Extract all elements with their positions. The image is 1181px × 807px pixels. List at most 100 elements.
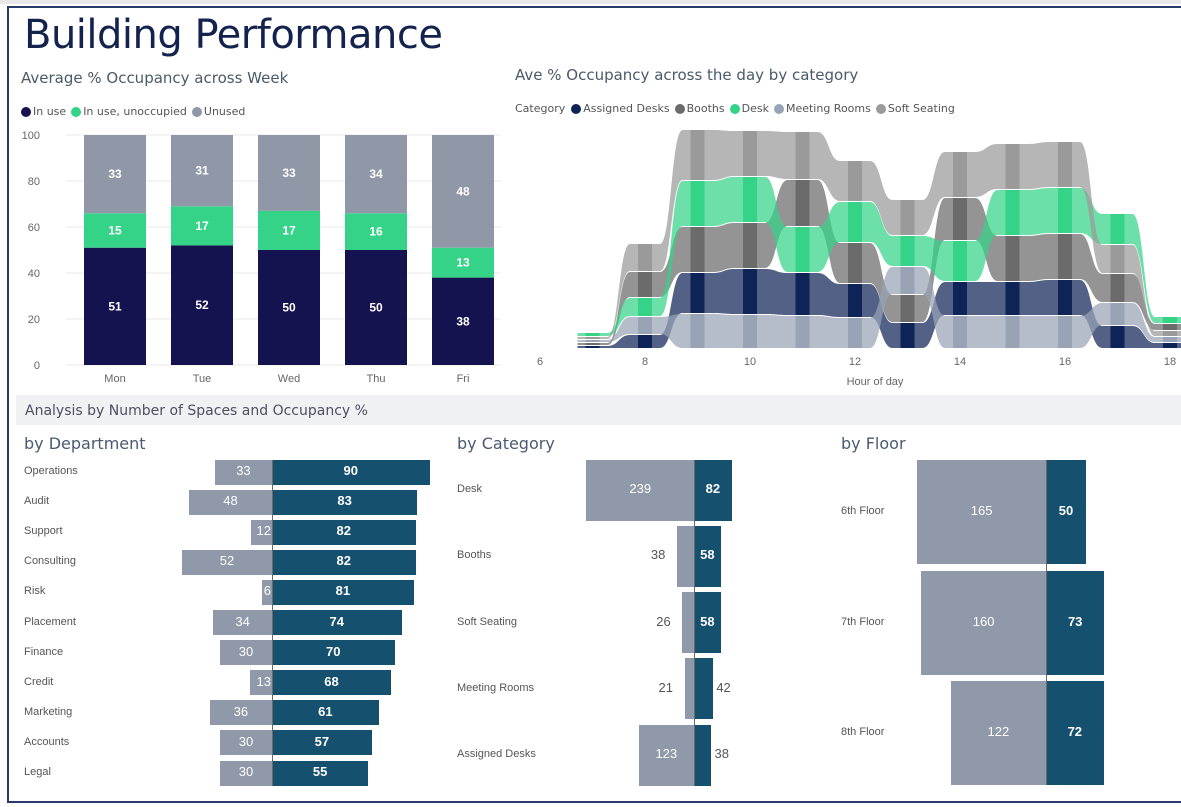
y-tick-label: 40 <box>28 268 40 280</box>
occupancy-bar[interactable] <box>694 459 732 521</box>
ribbon-desk <box>577 177 1181 336</box>
occupancy-bar[interactable] <box>694 724 712 786</box>
bar-segment <box>258 210 320 250</box>
occupancy-value: 74 <box>329 613 344 629</box>
axis-divider <box>272 459 273 786</box>
spaces-bar[interactable] <box>220 640 272 666</box>
occupancy-bar[interactable] <box>694 525 721 587</box>
ribbon-column <box>1110 303 1125 325</box>
ribbon-column <box>1058 234 1072 279</box>
occupancy-bar[interactable] <box>1046 681 1104 785</box>
row-label: Meeting Rooms <box>457 681 535 694</box>
spaces-bar[interactable] <box>188 489 272 515</box>
legend-item-desk[interactable]: Desk <box>729 102 769 115</box>
legend-title: Category <box>515 102 566 115</box>
row-label: Soft Seating <box>457 615 517 628</box>
occupancy-bar[interactable] <box>694 592 721 654</box>
spaces-bar[interactable] <box>220 730 272 756</box>
spaces-bar[interactable] <box>214 459 272 485</box>
spaces-bar[interactable] <box>213 610 272 635</box>
spaces-bar[interactable] <box>684 658 694 720</box>
spaces-value: 160 <box>972 613 995 629</box>
x-tick-label: Fri <box>457 373 470 385</box>
spaces-bar[interactable] <box>950 681 1046 785</box>
ribbon-column <box>1005 144 1020 189</box>
spaces-bar[interactable] <box>249 670 272 696</box>
data-label: 33 <box>282 166 296 180</box>
legend-dot-icon <box>875 103 886 114</box>
weekly-legend: In use In use, unoccupied Unused <box>21 105 250 118</box>
occupancy-bar[interactable] <box>272 579 414 605</box>
spaces-bar[interactable] <box>251 519 272 545</box>
row-label: Consulting <box>24 555 76 568</box>
occupancy-bar[interactable] <box>272 610 402 635</box>
row-label: Risk <box>24 585 46 598</box>
row-label: Finance <box>24 645 64 658</box>
occupancy-value: 38 <box>714 746 729 762</box>
spaces-value: 38 <box>650 547 666 563</box>
spaces-value: 48 <box>223 493 238 509</box>
legend-label: Assigned Desks <box>583 102 670 115</box>
legend-item-soft-seating[interactable]: Soft Seating <box>875 102 955 115</box>
ribbon-column <box>1005 316 1020 348</box>
ribbon-column <box>1110 274 1125 302</box>
occupancy-bar[interactable] <box>1046 460 1086 564</box>
legend-item-meeting-rooms[interactable]: Meeting Rooms <box>773 102 871 115</box>
row-label: Assigned Desks <box>457 748 536 761</box>
spaces-value: 30 <box>238 764 254 779</box>
ribbon-column <box>848 243 862 283</box>
spaces-bar[interactable] <box>638 724 694 786</box>
spaces-bar[interactable] <box>261 579 272 605</box>
row-label: Desk <box>457 483 483 495</box>
occupancy-bar[interactable] <box>694 658 714 720</box>
occupancy-bar[interactable] <box>272 489 418 515</box>
weekly-chart-title: Average % Occupancy across Week <box>21 69 289 87</box>
legend-item-in-use[interactable]: In use <box>21 105 66 118</box>
ribbon-column <box>953 282 967 315</box>
occupancy-bar[interactable] <box>272 640 395 666</box>
ribbons <box>577 130 1181 348</box>
occupancy-value: 72 <box>1067 724 1083 739</box>
legend-item-booths[interactable]: Booths <box>674 102 725 115</box>
spaces-value: 165 <box>970 503 993 518</box>
occupancy-bar[interactable] <box>272 700 379 726</box>
ribbon-column <box>743 269 757 314</box>
x-tick-label: Tue <box>193 373 212 385</box>
legend-label: Booths <box>686 102 725 115</box>
occupancy-bar[interactable] <box>272 519 416 545</box>
bar-segment <box>432 135 494 248</box>
spaces-bar[interactable] <box>182 549 272 575</box>
spaces-bar[interactable] <box>220 760 272 786</box>
data-label: 13 <box>456 256 470 270</box>
legend-item-unused[interactable]: Unused <box>191 105 245 118</box>
spaces-bar[interactable] <box>682 592 694 654</box>
ribbon-column <box>795 180 810 226</box>
occupancy-bar[interactable] <box>272 760 369 786</box>
occupancy-bar[interactable] <box>272 459 430 485</box>
bar-segment <box>345 135 407 214</box>
legend-item-assigned-desks[interactable]: Assigned Desks <box>571 102 670 115</box>
spaces-bar[interactable] <box>921 570 1046 675</box>
y-tick-label: 60 <box>28 222 40 234</box>
legend-item-in-use-unoccupied[interactable]: In use, unoccupied <box>71 105 187 118</box>
section-title: Analysis by Number of Spaces and Occupan… <box>25 403 368 419</box>
legend-label: In use, unoccupied <box>83 105 187 118</box>
occupancy-bar[interactable] <box>272 730 372 756</box>
ribbon-meeting-rooms <box>577 267 1181 348</box>
bar-segment <box>171 206 233 246</box>
spaces-value: 12 <box>256 523 271 539</box>
occupancy-bar[interactable] <box>1046 570 1105 675</box>
ribbon-column <box>585 337 600 339</box>
spaces-bar[interactable] <box>586 459 694 521</box>
spaces-bar[interactable] <box>676 525 694 587</box>
ribbon-column <box>1058 280 1072 315</box>
occupancy-bar[interactable] <box>272 670 391 696</box>
spaces-bar[interactable] <box>209 700 272 726</box>
x-tick-label: 8 <box>642 356 648 368</box>
occupancy-value: 82 <box>336 523 351 539</box>
x-tick-label: 16 <box>1059 356 1071 368</box>
bar-segment <box>432 247 494 278</box>
occupancy-bar[interactable] <box>272 549 416 575</box>
spaces-bar[interactable] <box>917 460 1046 564</box>
row-label: Legal <box>24 766 51 778</box>
